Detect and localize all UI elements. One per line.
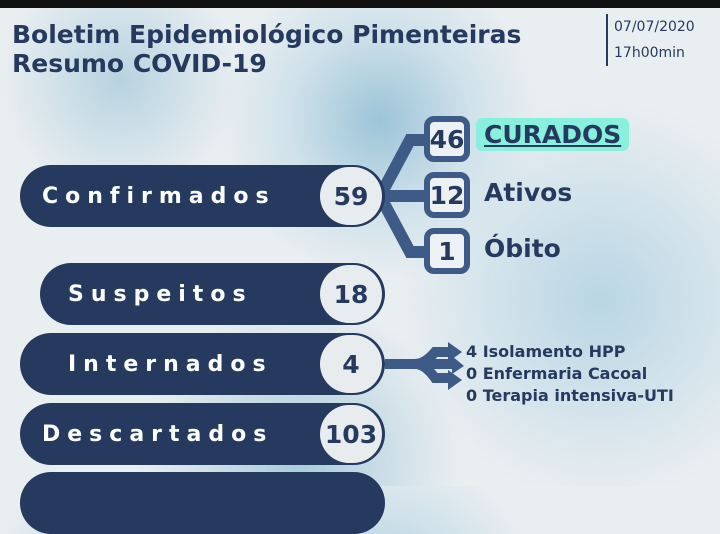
enfermaria-item: 0 Enfermaria Cacoal (466, 364, 648, 383)
obito-value: 1 (424, 228, 470, 274)
row-value: 18 (320, 265, 382, 323)
date: 07/07/2020 (614, 19, 695, 35)
curados-label: CURADOS (476, 118, 630, 151)
title-line-2: Resumo COVID-19 (12, 49, 267, 78)
row-value: 59 (320, 167, 382, 225)
connector-lines (374, 134, 464, 390)
row-next (20, 472, 385, 534)
date-block: 07/07/2020 17h00min (606, 14, 695, 66)
row-label: Suspeitos (68, 281, 253, 307)
obito-label: Óbito (484, 234, 561, 263)
page-title: Boletim Epidemiológico Pimenteiras Resum… (12, 20, 521, 78)
top-bar (0, 0, 720, 8)
row-label: Internados (68, 351, 273, 377)
ativos-value: 12 (424, 172, 470, 218)
row-label: Confirmados (42, 183, 276, 209)
row-label: Descartados (42, 421, 274, 447)
time: 17h00min (614, 45, 685, 61)
ativos-label: Ativos (484, 178, 573, 207)
curados-value: 46 (424, 116, 470, 162)
title-line-1: Boletim Epidemiológico Pimenteiras (12, 20, 522, 49)
row-value: 4 (320, 335, 382, 393)
isolamento-item: 4 Isolamento HPP (466, 342, 626, 361)
uti-item: 0 Terapia intensiva-UTI (466, 386, 674, 405)
row-value: 103 (320, 405, 382, 463)
